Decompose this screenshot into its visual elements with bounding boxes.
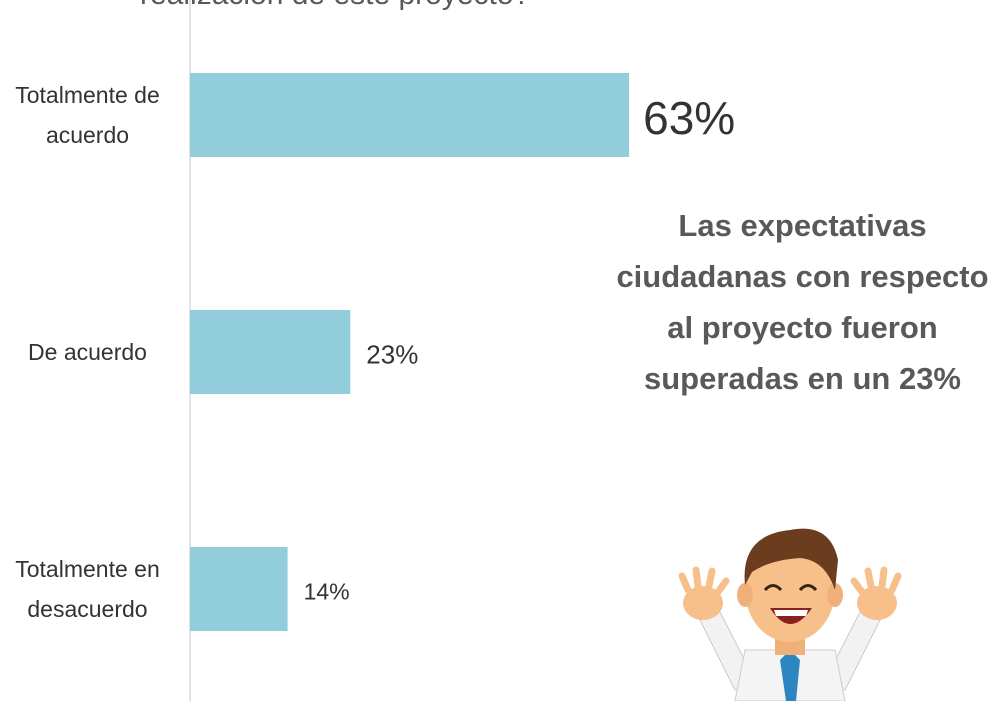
- category-label: Totalmente en desacuerdo: [15, 556, 160, 622]
- data-label: 14%: [303, 578, 350, 605]
- data-label: 23%: [366, 339, 419, 370]
- chart-title: realización de este proyecto?: [140, 0, 530, 12]
- bar: [190, 547, 288, 631]
- data-label: 63%: [643, 92, 736, 144]
- bar: [190, 73, 630, 157]
- category-label: De acuerdo: [28, 339, 147, 365]
- cartoon-man: [678, 528, 902, 701]
- annotation: Las expectativas ciudadanas con respecto…: [616, 208, 989, 396]
- category-label: Totalmente de acuerdo: [15, 82, 160, 148]
- bar: [190, 310, 351, 394]
